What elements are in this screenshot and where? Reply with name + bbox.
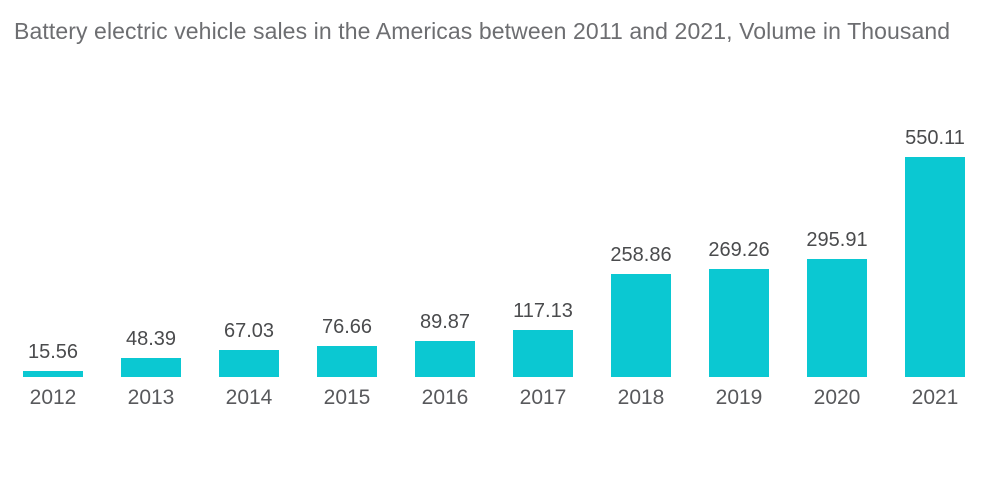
bar-value-label: 67.03	[223, 320, 275, 343]
bar-value-label: 550.11	[905, 127, 965, 149]
x-axis-label: 2013	[127, 386, 175, 409]
x-axis-label: 2012	[29, 386, 77, 409]
bar	[219, 350, 279, 377]
bar-value-label: 89.87	[419, 311, 471, 334]
bar-value-label: 15.56	[27, 340, 79, 363]
bar	[317, 346, 377, 377]
bar	[807, 258, 867, 377]
bar-value-label: 76.66	[321, 316, 373, 339]
bar-column: 117.13 2017	[494, 300, 592, 410]
bar-value-label: 295.91	[806, 228, 868, 251]
bar-column: 89.87 2016	[396, 311, 494, 410]
bar-value-label: 48.39	[125, 327, 177, 350]
bar-column: 67.03 2014	[200, 320, 298, 410]
x-axis-label: 2018	[617, 386, 665, 409]
bar	[611, 273, 671, 377]
bar-column: 550.11 2021	[886, 127, 984, 410]
bar-column: 15.56 2012	[4, 341, 102, 410]
chart-title: Battery electric vehicle sales in the Am…	[14, 18, 951, 44]
bar-column: 258.86 2018	[592, 244, 690, 411]
bar-column: 48.39 2013	[102, 328, 200, 410]
bars-row: 15.56 2012 48.39 2013 67.03 2014 76.66 2015 89.8…	[4, 127, 984, 410]
x-axis-label: 2016	[421, 386, 469, 409]
bar-value-label: 117.13	[513, 300, 573, 323]
x-axis-label: 2021	[911, 386, 959, 409]
x-axis-label: 2014	[225, 386, 273, 409]
x-axis-label: 2020	[813, 386, 861, 409]
bar	[709, 269, 769, 377]
bar-column: 76.66 2015	[298, 316, 396, 410]
x-axis-label: 2019	[715, 386, 763, 409]
x-axis-label: 2015	[323, 386, 371, 409]
x-axis-label: 2017	[519, 386, 567, 409]
bar	[905, 157, 965, 377]
bar-value-label: 258.86	[610, 243, 672, 266]
bar	[121, 357, 181, 377]
bar	[513, 330, 573, 377]
bar	[415, 341, 475, 377]
bar	[23, 370, 83, 377]
bar-value-label: 269.26	[708, 239, 770, 262]
bar-column: 295.91 2020	[788, 229, 886, 410]
bar-column: 269.26 2019	[690, 239, 788, 410]
